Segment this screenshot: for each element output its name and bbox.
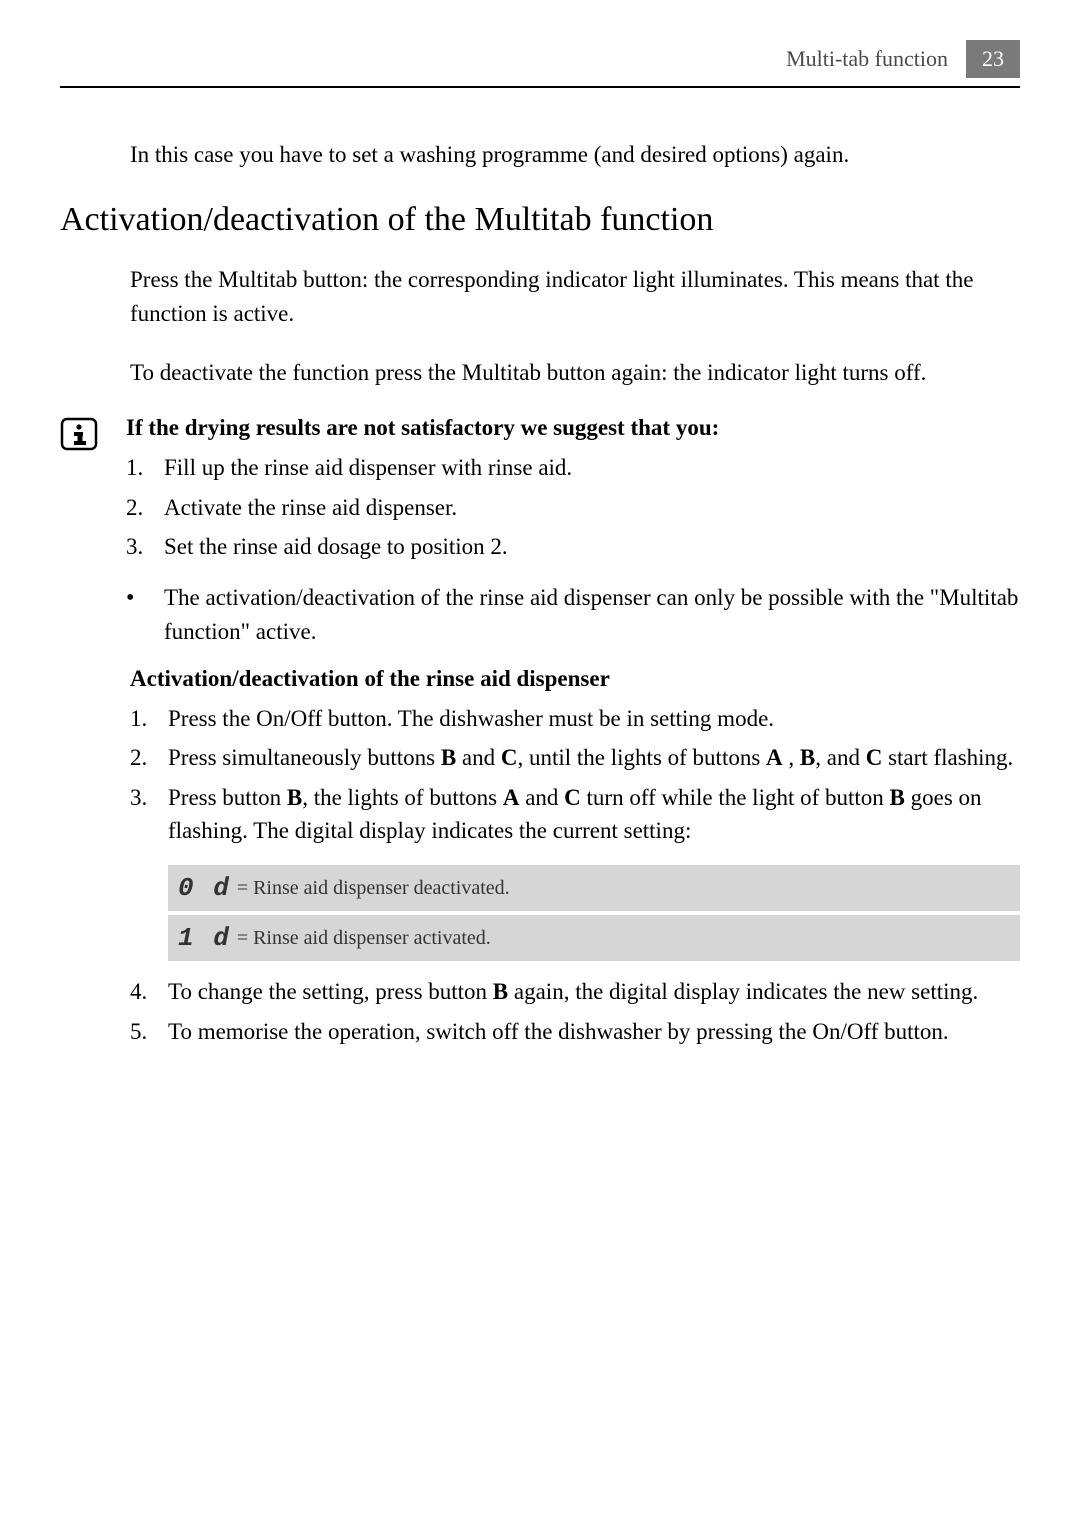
text-fragment: Press simultaneously buttons: [168, 745, 441, 770]
text-fragment: and: [456, 745, 501, 770]
display-code-row: 1 d = Rinse aid dispenser activated.: [168, 915, 1020, 961]
text-fragment: , the lights of buttons: [302, 785, 503, 810]
text-fragment: ,: [783, 745, 800, 770]
item-text: Set the rinse aid dosage to position 2.: [164, 530, 1020, 563]
text-fragment: start flashing.: [882, 745, 1013, 770]
bold-letter: A: [503, 785, 520, 810]
item-text: Fill up the rinse aid dispenser with rin…: [164, 451, 1020, 484]
item-text: To change the setting, press button B ag…: [168, 975, 1020, 1008]
rinse-steps-list-cont: 4. To change the setting, press button B…: [130, 975, 1020, 1048]
item-number: 3.: [126, 530, 164, 563]
item-number: 4.: [130, 975, 168, 1008]
display-code-text: = Rinse aid dispenser activated.: [237, 927, 491, 950]
display-code: 0 d: [178, 873, 231, 903]
info-icon: [60, 417, 98, 451]
header-title: Multi-tab function: [786, 46, 948, 72]
text-fragment: and: [519, 785, 564, 810]
paragraph-activate: Press the Multitab button: the correspon…: [130, 263, 1020, 330]
item-text: Press button B, the lights of buttons A …: [168, 781, 1020, 848]
info-steps-list: 1. Fill up the rinse aid dispenser with …: [126, 451, 1020, 563]
bold-letter: B: [287, 785, 302, 810]
info-heading: If the drying results are not satisfacto…: [126, 415, 1020, 441]
text-fragment: again, the digital display indicates the…: [508, 979, 978, 1004]
bold-letter: B: [800, 745, 815, 770]
item-number: 1.: [130, 702, 168, 735]
bold-letter: C: [501, 745, 518, 770]
text-fragment: , and: [815, 745, 865, 770]
bold-letter: B: [890, 785, 905, 810]
item-number: 5.: [130, 1015, 168, 1048]
bold-letter: C: [564, 785, 581, 810]
item-number: 1.: [126, 451, 164, 484]
item-number: 3.: [130, 781, 168, 848]
list-item: 3. Press button B, the lights of buttons…: [130, 781, 1020, 848]
list-item: 1. Fill up the rinse aid dispenser with …: [126, 451, 1020, 484]
info-block: If the drying results are not satisfacto…: [60, 415, 1020, 666]
item-number: 2.: [130, 741, 168, 774]
paragraph-deactivate: To deactivate the function press the Mul…: [130, 356, 1020, 389]
bullet-icon: •: [126, 581, 164, 648]
item-number: 2.: [126, 491, 164, 524]
list-item: 2. Press simultaneously buttons B and C,…: [130, 741, 1020, 774]
text-fragment: turn off while the light of button: [581, 785, 890, 810]
page-header: Multi-tab function 23: [60, 40, 1020, 88]
display-codes: 0 d = Rinse aid dispenser deactivated. 1…: [168, 865, 1020, 961]
list-item: 2. Activate the rinse aid dispenser.: [126, 491, 1020, 524]
text-fragment: To change the setting, press button: [168, 979, 493, 1004]
item-text: Press the On/Off button. The dishwasher …: [168, 702, 1020, 735]
bold-letter: B: [493, 979, 508, 1004]
page: Multi-tab function 23 In this case you h…: [0, 0, 1080, 1106]
text-fragment: , until the lights of buttons: [518, 745, 767, 770]
list-item: 3. Set the rinse aid dosage to position …: [126, 530, 1020, 563]
item-text: Press simultaneously buttons B and C, un…: [168, 741, 1020, 774]
bold-letter: C: [866, 745, 883, 770]
rinse-heading: Activation/deactivation of the rinse aid…: [130, 666, 1020, 692]
display-code: 1 d: [178, 923, 231, 953]
item-text: Activate the rinse aid dispenser.: [164, 491, 1020, 524]
bold-letter: A: [766, 745, 783, 770]
bullet-text: The activation/deactivation of the rinse…: [164, 581, 1020, 648]
section-heading: Activation/deactivation of the Multitab …: [60, 201, 1020, 239]
list-item: 4. To change the setting, press button B…: [130, 975, 1020, 1008]
display-code-row: 0 d = Rinse aid dispenser deactivated.: [168, 865, 1020, 911]
list-item: 1. Press the On/Off button. The dishwash…: [130, 702, 1020, 735]
rinse-steps-list: 1. Press the On/Off button. The dishwash…: [130, 702, 1020, 847]
list-item: 5. To memorise the operation, switch off…: [130, 1015, 1020, 1048]
page-number: 23: [966, 40, 1020, 78]
intro-paragraph: In this case you have to set a washing p…: [130, 138, 1020, 171]
bold-letter: B: [441, 745, 456, 770]
display-code-text: = Rinse aid dispenser deactivated.: [237, 877, 510, 900]
item-text: To memorise the operation, switch off th…: [168, 1015, 1020, 1048]
info-bullet: • The activation/deactivation of the rin…: [126, 581, 1020, 648]
text-fragment: Press button: [168, 785, 287, 810]
